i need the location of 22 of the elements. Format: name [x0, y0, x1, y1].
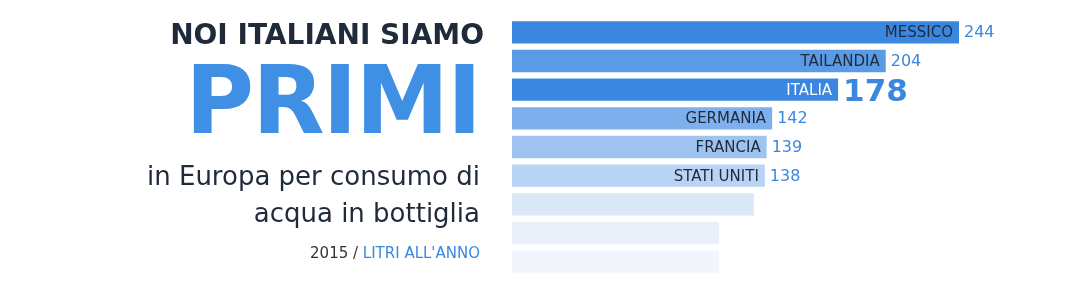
y-tick-label: ITALIA	[786, 80, 833, 99]
text: in Europa per consumo di acqua in bottiglia	[146, 160, 480, 230]
text: LITRI ALL'ANNO	[362, 244, 480, 262]
y-tick-label: TAILANDIA	[799, 51, 881, 70]
annotation: 178	[843, 71, 908, 108]
text: 2015 /	[310, 244, 360, 262]
y-tick-label: STATI UNITI	[673, 166, 759, 185]
y-tick-label: GERMANIA	[685, 109, 767, 128]
bar	[512, 78, 839, 101]
bar	[512, 193, 754, 216]
bar	[512, 21, 960, 44]
data-label: 244	[964, 22, 995, 42]
data-label: 142	[777, 108, 808, 128]
data-label: 138	[769, 165, 801, 185]
y-tick-label: MESSICO	[884, 23, 954, 42]
bar	[512, 135, 767, 159]
y-tick-label: FRANCIA	[695, 137, 762, 156]
data-label: 204	[890, 51, 922, 71]
bar	[512, 49, 886, 73]
bar	[512, 164, 765, 187]
bar	[512, 107, 773, 130]
data-label: 139	[771, 137, 803, 157]
